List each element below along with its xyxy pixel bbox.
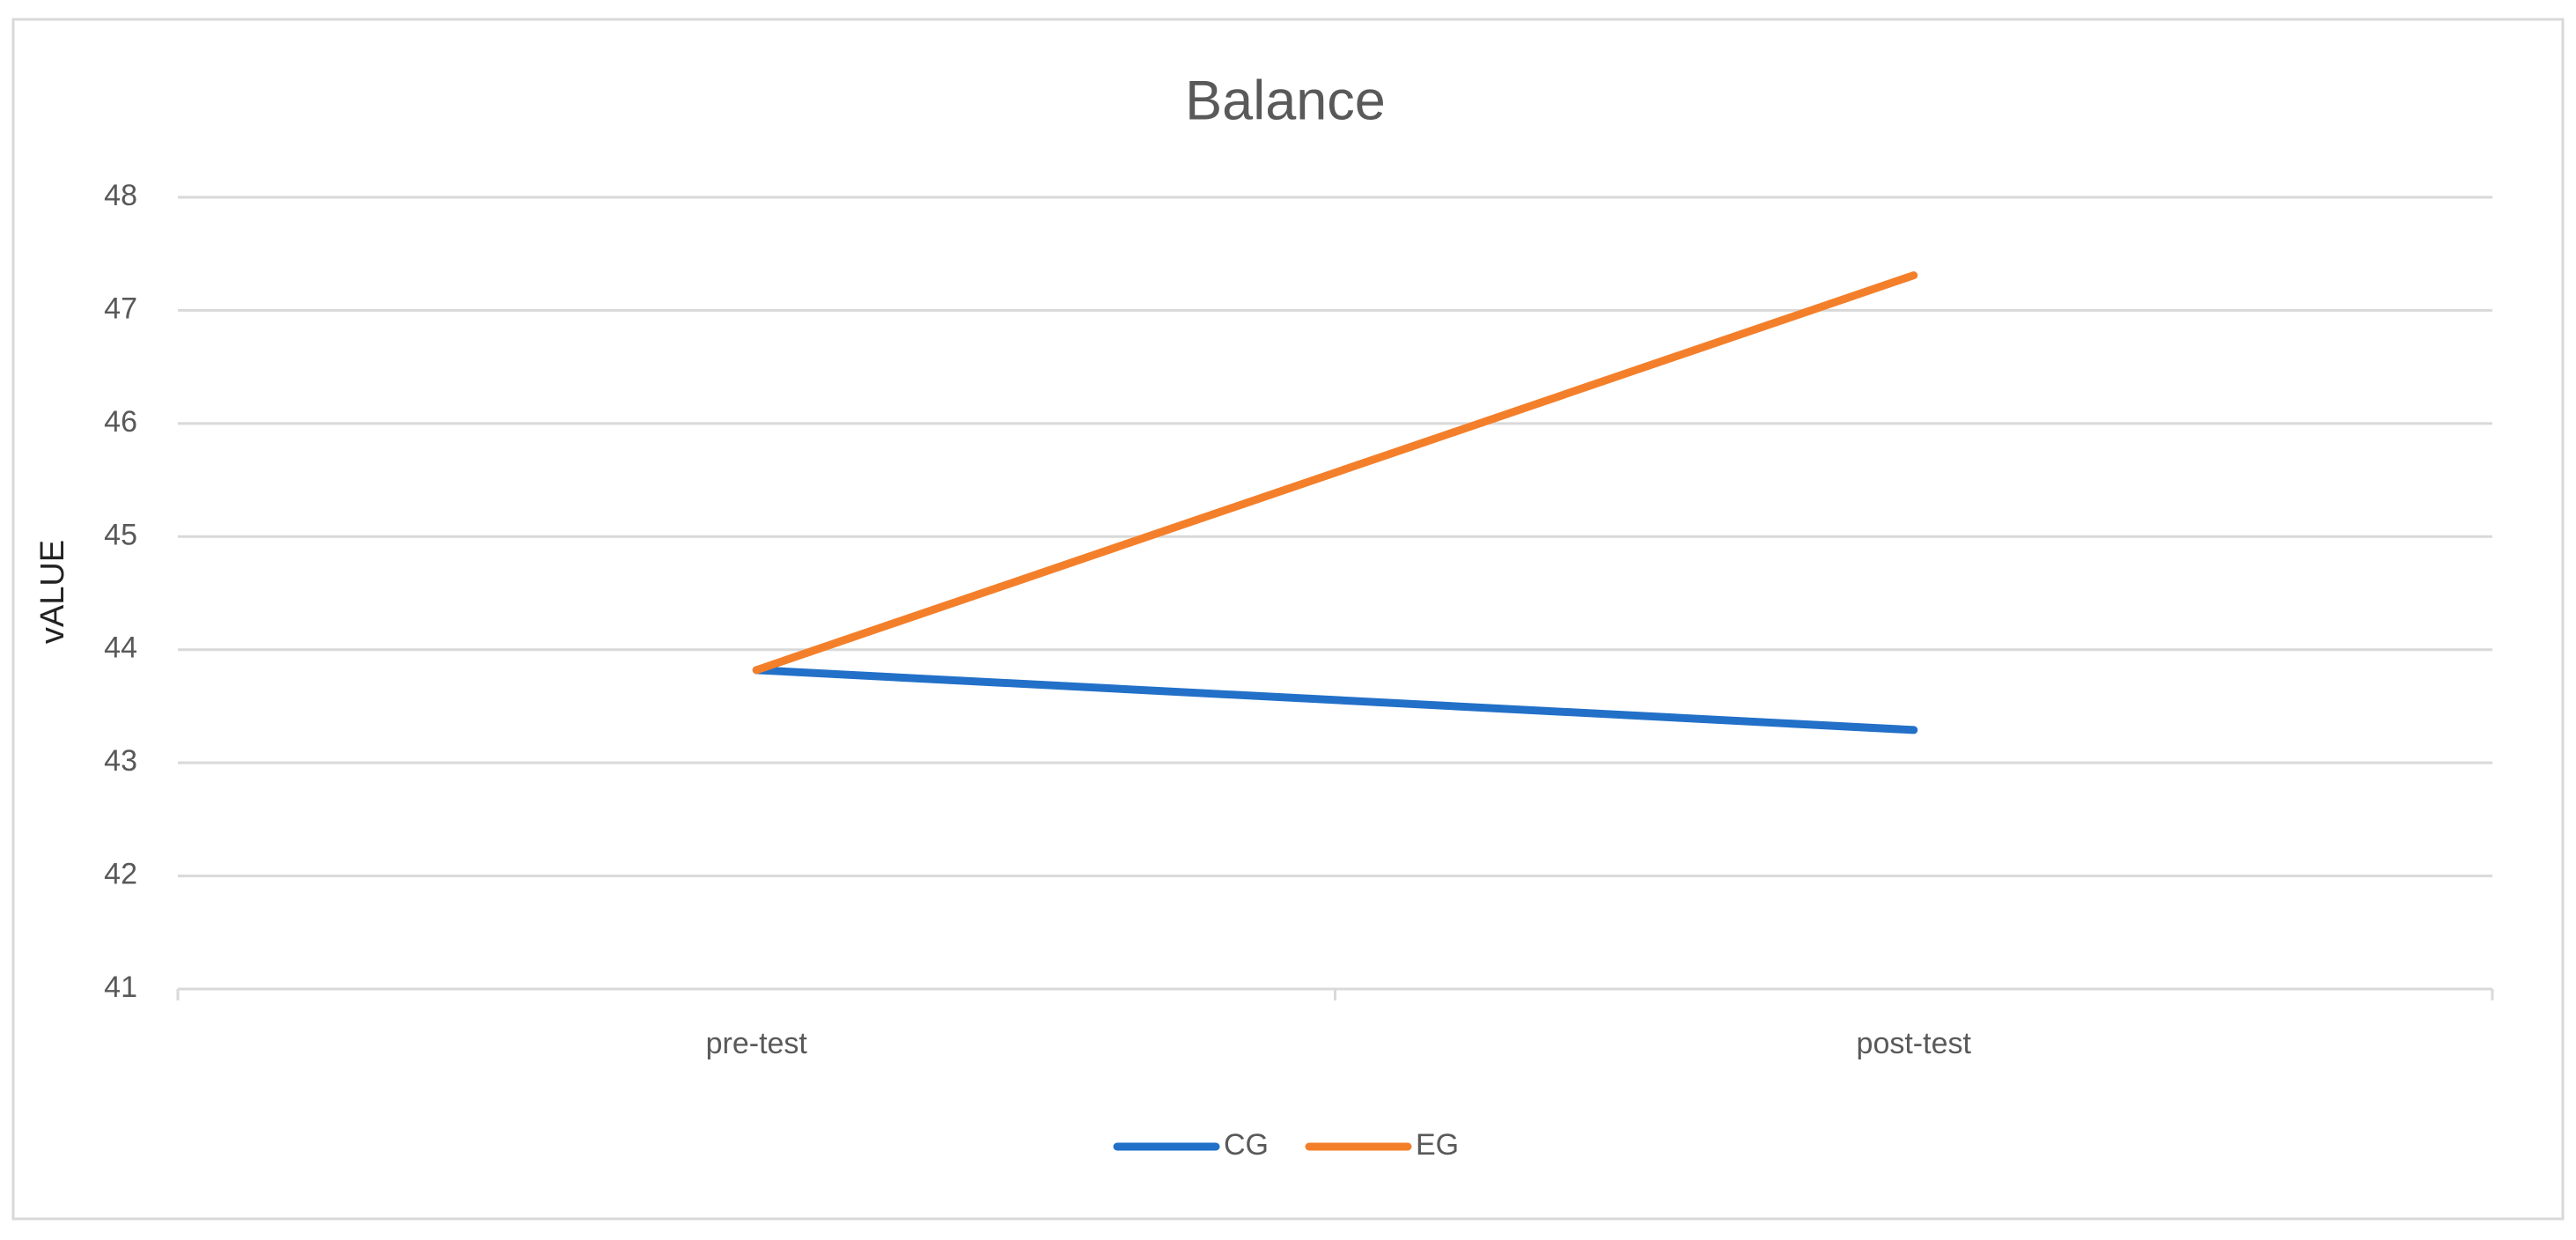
y-tick-label: 44 (104, 631, 137, 665)
y-tick-label: 45 (104, 518, 137, 551)
y-tick-label: 43 (104, 744, 137, 778)
series-line (752, 666, 1918, 734)
y-tick-label: 47 (104, 292, 137, 325)
y-tick-label: 42 (104, 858, 137, 891)
x-tick-label: post-test (1857, 1027, 1972, 1060)
legend-label: CG (1224, 1128, 1269, 1162)
y-tick-label: 41 (104, 971, 137, 1004)
y-tick-label: 48 (104, 179, 137, 212)
chart-border (11, 18, 2565, 1221)
legend-label: EG (1416, 1128, 1459, 1162)
y-tick-label: 46 (104, 405, 137, 439)
series-line (752, 271, 1918, 675)
y-axis-label: vALUE (34, 540, 71, 644)
x-tick-label: pre-test (706, 1027, 808, 1060)
chart-title: Balance (1185, 70, 1386, 132)
